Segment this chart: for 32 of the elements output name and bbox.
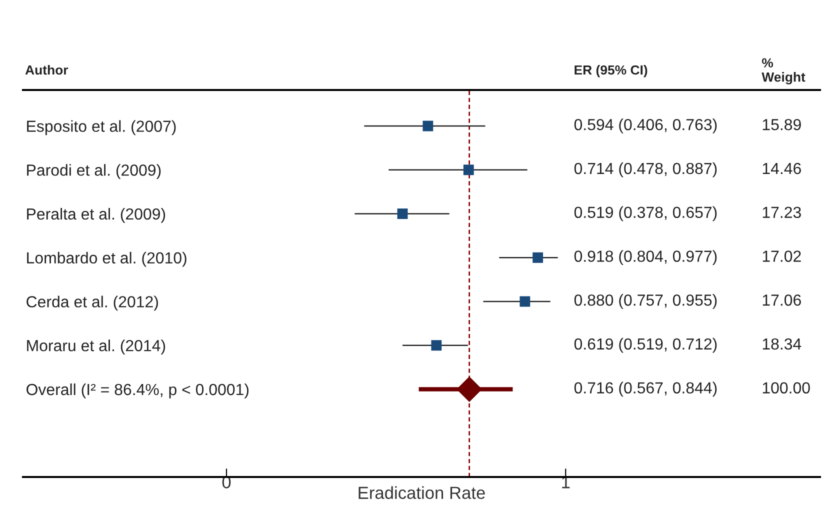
point xyxy=(520,296,530,307)
y-tick-label: Cerda et al. (2012) xyxy=(26,296,158,311)
annotation: 0.519 (0.378, 0.657) xyxy=(574,206,717,222)
point xyxy=(532,252,544,263)
y-tick-label: Esposito et al. (2007) xyxy=(27,120,176,136)
y-tick-label: Moraru et al. (2014) xyxy=(27,340,166,354)
y-tick-label: Overall (I² = 86.4%, p < 0.0001) xyxy=(26,383,249,398)
point xyxy=(456,376,482,402)
annotation: 0.716 (0.567, 0.844) xyxy=(574,382,717,397)
annotation: 17.06 xyxy=(762,294,801,306)
annotation: 17.23 xyxy=(762,206,801,218)
annotation: 0.619 (0.519, 0.712) xyxy=(574,338,717,353)
annotation: 0.594 (0.406, 0.763) xyxy=(574,118,717,134)
annotation: 0.918 (0.804, 0.977) xyxy=(574,250,717,266)
annotation: 0.880 (0.757, 0.955) xyxy=(574,294,717,309)
annotation: 15.89 xyxy=(762,118,801,130)
text: ER (95% CI) xyxy=(574,64,648,78)
y-tick-label: Parodi et al. (2009) xyxy=(27,164,161,179)
annotation: 17.02 xyxy=(762,250,801,262)
annotation: 14.46 xyxy=(762,162,801,174)
point xyxy=(431,340,442,351)
y-tick-label: Peralta et al. (2009) xyxy=(27,208,166,223)
text: Author xyxy=(25,64,68,75)
point xyxy=(397,208,408,219)
text: % Weight xyxy=(762,58,806,84)
annotation: 100.00 xyxy=(762,382,810,394)
y-tick-label: Lombardo et al. (2010) xyxy=(27,252,186,267)
annotation: 0.714 (0.478, 0.887) xyxy=(574,162,717,178)
point xyxy=(463,164,474,176)
x-axis-title: Eradication Rate xyxy=(358,486,485,499)
point xyxy=(422,120,434,132)
annotation: 18.34 xyxy=(762,338,802,350)
